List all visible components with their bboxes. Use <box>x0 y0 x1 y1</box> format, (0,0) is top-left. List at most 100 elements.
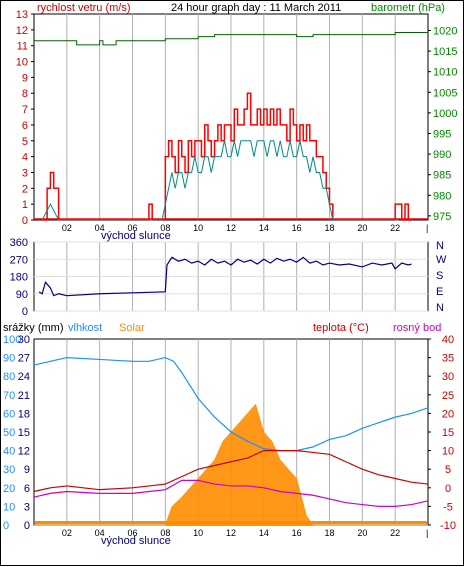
dir-y-tick-label: 270 <box>10 254 28 266</box>
bottom-x-tick-label: 08 <box>160 528 170 538</box>
rain-y-tick-label: 27 <box>18 353 30 365</box>
rain-axis-label: srážky (mm) <box>3 322 64 334</box>
baro-y-tick-label: 985 <box>433 170 451 182</box>
bottom-x-tick-label: 02 <box>62 528 72 538</box>
wind-y-tick-label: 0 <box>22 215 28 227</box>
bottom-x-tick-label: 16 <box>292 528 302 538</box>
dew-point-series <box>33 479 429 507</box>
dir-y-tick-label: 180 <box>10 272 28 284</box>
rain-y-tick-label: 15 <box>18 427 30 439</box>
baro-y-tick-label: 1020 <box>433 25 457 37</box>
wind-speed-axis-label: rychlost vetru (m/s) <box>37 2 131 14</box>
wind-y-tick-label: 10 <box>16 57 28 69</box>
bottom-x-tick-label: 06 <box>127 528 137 538</box>
baro-y-tick-label: 990 <box>433 149 451 161</box>
rain-y-tick-label: 9 <box>24 464 30 476</box>
baro-y-tick-label: 1015 <box>433 46 457 58</box>
wind-y-tick-label: 8 <box>22 88 28 100</box>
humidity-y-tick-label: 60 <box>3 408 15 420</box>
humidity-y-tick-label: 10 <box>3 501 15 513</box>
top-x-tick-label: 14 <box>259 223 269 233</box>
sunrise-label-bottom: východ slunce <box>101 535 171 547</box>
temp-y-tick-label: 0 <box>445 483 451 495</box>
top-x-tick-label: 16 <box>292 223 302 233</box>
rain-y-tick-label: 0 <box>24 520 30 532</box>
humidity-y-tick-label: 20 <box>3 483 15 495</box>
humidity-axis-label: vlhkost <box>68 322 102 334</box>
solar-area <box>34 403 428 526</box>
humidity-y-tick-label: 100 <box>3 334 21 346</box>
temp-y-tick-label: 35 <box>442 353 454 365</box>
sunrise-label-top: východ slunce <box>101 230 171 242</box>
bottom-x-tick-label: 04 <box>95 528 105 538</box>
wind-average-series <box>41 140 399 221</box>
wind-y-tick-label: 5 <box>22 136 28 148</box>
temperature-series <box>33 450 429 493</box>
top-x-tick-label: 18 <box>324 223 334 233</box>
top-x-tick-label: 12 <box>226 223 236 233</box>
baro-y-tick-label: 980 <box>433 190 451 202</box>
solar-baseline-bar <box>35 521 427 524</box>
humidity-y-tick-label: 0 <box>3 520 9 532</box>
dew-point-axis-label: rosný bod <box>393 322 441 334</box>
top-x-tick-label: 08 <box>160 223 170 233</box>
temp-y-tick-label: 40 <box>442 334 454 346</box>
wind-y-tick-label: 6 <box>22 120 28 132</box>
wind-y-tick-label: 7 <box>22 104 28 116</box>
humidity-y-tick-label: 30 <box>3 464 15 476</box>
barometer-series <box>34 32 428 46</box>
wind-y-tick-label: 9 <box>22 72 28 84</box>
dir-letter-e: E <box>436 286 443 298</box>
dir-y-tick-label: 90 <box>16 289 28 301</box>
rain-y-tick-label: 24 <box>18 371 30 383</box>
dir-letter-w: W <box>436 254 447 266</box>
top-x-tick-label: 20 <box>357 223 367 233</box>
humidity-y-tick-label: 70 <box>3 390 15 402</box>
top-x-tick-label: 06 <box>127 223 137 233</box>
temp-y-tick-label: 25 <box>442 390 454 402</box>
graph-title: 24 hour graph day : 11 March 2011 <box>171 2 341 14</box>
solar-axis-label: Solar <box>119 322 145 334</box>
rain-y-tick-label: 18 <box>18 408 30 420</box>
baro-y-tick-label: 1010 <box>433 67 457 79</box>
rain-y-tick-label: 21 <box>18 390 30 402</box>
temp-y-tick-label: 5 <box>445 464 451 476</box>
humidity-y-tick-label: 40 <box>3 446 15 458</box>
barometer-axis-label: barometr (hPa) <box>371 2 445 14</box>
wind-y-tick-label: 2 <box>22 183 28 195</box>
wind-y-tick-label: 4 <box>22 152 28 164</box>
baro-y-tick-label: 1005 <box>433 87 457 99</box>
dir-letter-n: N <box>436 302 444 314</box>
top-x-tick-label: 22 <box>390 223 400 233</box>
top-x-tick-label: 02 <box>62 223 72 233</box>
wind-y-tick-label: 3 <box>22 167 28 179</box>
bottom-x-tick-label: 22 <box>390 528 400 538</box>
humidity-y-tick-label: 90 <box>3 353 15 365</box>
dir-letter-s: S <box>436 270 443 282</box>
temp-y-tick-label: 15 <box>442 427 454 439</box>
baro-y-tick-label: 1000 <box>433 108 457 120</box>
top-x-tick-label: 04 <box>95 223 105 233</box>
bottom-x-tick-label: 20 <box>357 528 367 538</box>
humidity-series <box>33 356 429 452</box>
wind-gust-series <box>42 92 412 221</box>
baro-y-tick-label: 995 <box>433 128 451 140</box>
top-x-tick-label: 10 <box>193 223 203 233</box>
humidity-y-tick-label: 80 <box>3 371 15 383</box>
rain-y-tick-label: 6 <box>24 483 30 495</box>
temperature-axis-label: teplota (°C) <box>313 322 369 334</box>
chart-marks: 02 04 06 08 10 12 14 16 18 20 22 |01234567891011121… <box>3 9 457 538</box>
baro-y-tick-label: 975 <box>433 211 451 223</box>
humidity-y-tick-label: 50 <box>3 427 15 439</box>
temp-y-tick-label: 10 <box>442 446 454 458</box>
temp-y-tick-label: -5 <box>443 501 453 513</box>
wind-y-tick-label: 13 <box>16 9 28 21</box>
bottom-x-tick-label: 14 <box>259 528 269 538</box>
bottom-x-tick-label: 18 <box>324 528 334 538</box>
temp-y-tick-label: 30 <box>442 371 454 383</box>
rain-y-tick-label: 12 <box>18 446 30 458</box>
dir-y-tick-label: 0 <box>22 306 28 318</box>
bottom-x-tick-end: | <box>426 528 428 538</box>
bottom-x-tick-label: 10 <box>193 528 203 538</box>
